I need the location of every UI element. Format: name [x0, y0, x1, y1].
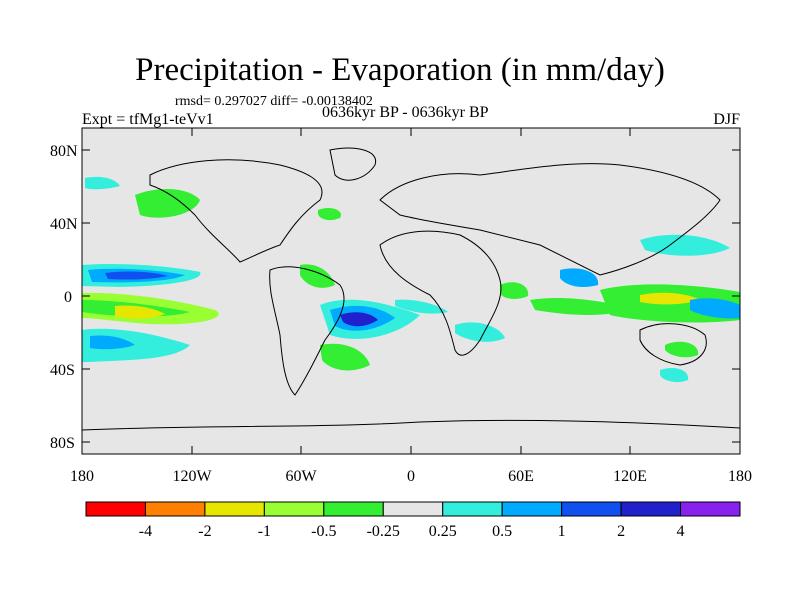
- colorbar-label: -0.5: [311, 523, 336, 540]
- lat-label-40s: 40S: [50, 362, 75, 379]
- lat-label-0: 0: [64, 289, 72, 306]
- colorbar-swatch: [442, 501, 503, 517]
- lon-label-180e: 180: [728, 468, 752, 485]
- season-label: DJF: [713, 111, 740, 128]
- anomaly-field: [82, 176, 740, 383]
- colorbar-swatch: [85, 501, 146, 517]
- anomaly-patch: [320, 343, 370, 371]
- anomaly-patch: [115, 305, 165, 319]
- colorbar-swatch: [382, 501, 444, 517]
- anomaly-patch: [660, 368, 689, 383]
- colorbar-label: 4: [677, 523, 685, 540]
- colorbar-label: -0.25: [367, 523, 400, 540]
- anomaly-patch: [690, 298, 740, 319]
- anomaly-patch: [500, 282, 529, 299]
- colorbar-label: 2: [617, 523, 625, 540]
- anomaly-patch: [455, 322, 505, 342]
- period-label: 0636kyr BP - 0636kyr BP: [322, 104, 489, 121]
- colorbar: [85, 501, 741, 517]
- anomaly-patch: [135, 188, 200, 218]
- map-title: Precipitation - Evaporation (in mm/day): [135, 52, 665, 88]
- anomaly-patch: [665, 341, 699, 358]
- anomaly-patch: [530, 297, 630, 315]
- anomaly-patch: [640, 292, 700, 305]
- colorbar-swatch: [561, 501, 622, 517]
- anomaly-patch: [85, 176, 120, 190]
- anomaly-patch: [318, 207, 341, 221]
- lon-label-120w: 120W: [172, 468, 212, 485]
- colorbar-swatch: [263, 501, 325, 517]
- colorbar-swatch: [204, 501, 265, 517]
- lon-label-0: 0: [407, 468, 415, 485]
- colorbar-swatch: [620, 501, 682, 517]
- lat-label-40n: 40N: [50, 216, 78, 233]
- colorbar-swatch: [144, 501, 206, 517]
- lon-label-180w: 180: [70, 468, 94, 485]
- colorbar-labels: -4 -2 -1 -0.5 -0.25 0.25 0.5 1 2 4: [139, 523, 685, 540]
- colorbar-label: 0.25: [429, 523, 457, 540]
- colorbar-label: -4: [139, 523, 152, 540]
- ticks: [81, 128, 741, 454]
- stats-text: rmsd= 0.297027 diff= -0.00138402: [175, 94, 373, 109]
- lon-label-120e: 120E: [613, 468, 647, 485]
- lon-label-60w: 60W: [285, 468, 317, 485]
- colorbar-swatch: [680, 501, 741, 517]
- colorbar-label: -2: [198, 523, 211, 540]
- lat-label-80n: 80N: [50, 143, 78, 160]
- lon-label-60e: 60E: [508, 468, 534, 485]
- anomaly-patch: [340, 312, 378, 327]
- colorbar-label: -1: [258, 523, 271, 540]
- colorbar-swatch: [501, 501, 563, 517]
- anomaly-patch: [560, 268, 599, 288]
- colorbar-label: 1: [558, 523, 566, 540]
- colorbar-label: 0.5: [492, 523, 512, 540]
- anomaly-patch: [90, 335, 135, 350]
- experiment-label: Expt = tfMg1-teVv1: [82, 111, 214, 128]
- lat-label-80s: 80S: [50, 435, 75, 452]
- colorbar-swatch: [323, 501, 384, 517]
- anomaly-patch: [105, 271, 168, 280]
- anomaly-patch: [395, 299, 448, 314]
- coastlines: [82, 147, 740, 431]
